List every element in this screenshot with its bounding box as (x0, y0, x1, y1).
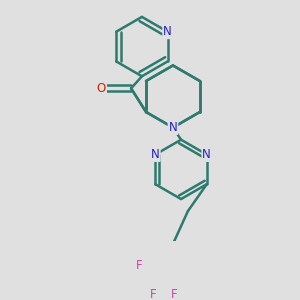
Text: N: N (151, 148, 160, 161)
Text: O: O (97, 82, 106, 95)
Text: F: F (136, 259, 142, 272)
Text: N: N (202, 148, 211, 161)
Text: F: F (149, 288, 156, 300)
Text: N: N (169, 121, 177, 134)
Text: F: F (171, 288, 178, 300)
Text: N: N (163, 25, 172, 38)
